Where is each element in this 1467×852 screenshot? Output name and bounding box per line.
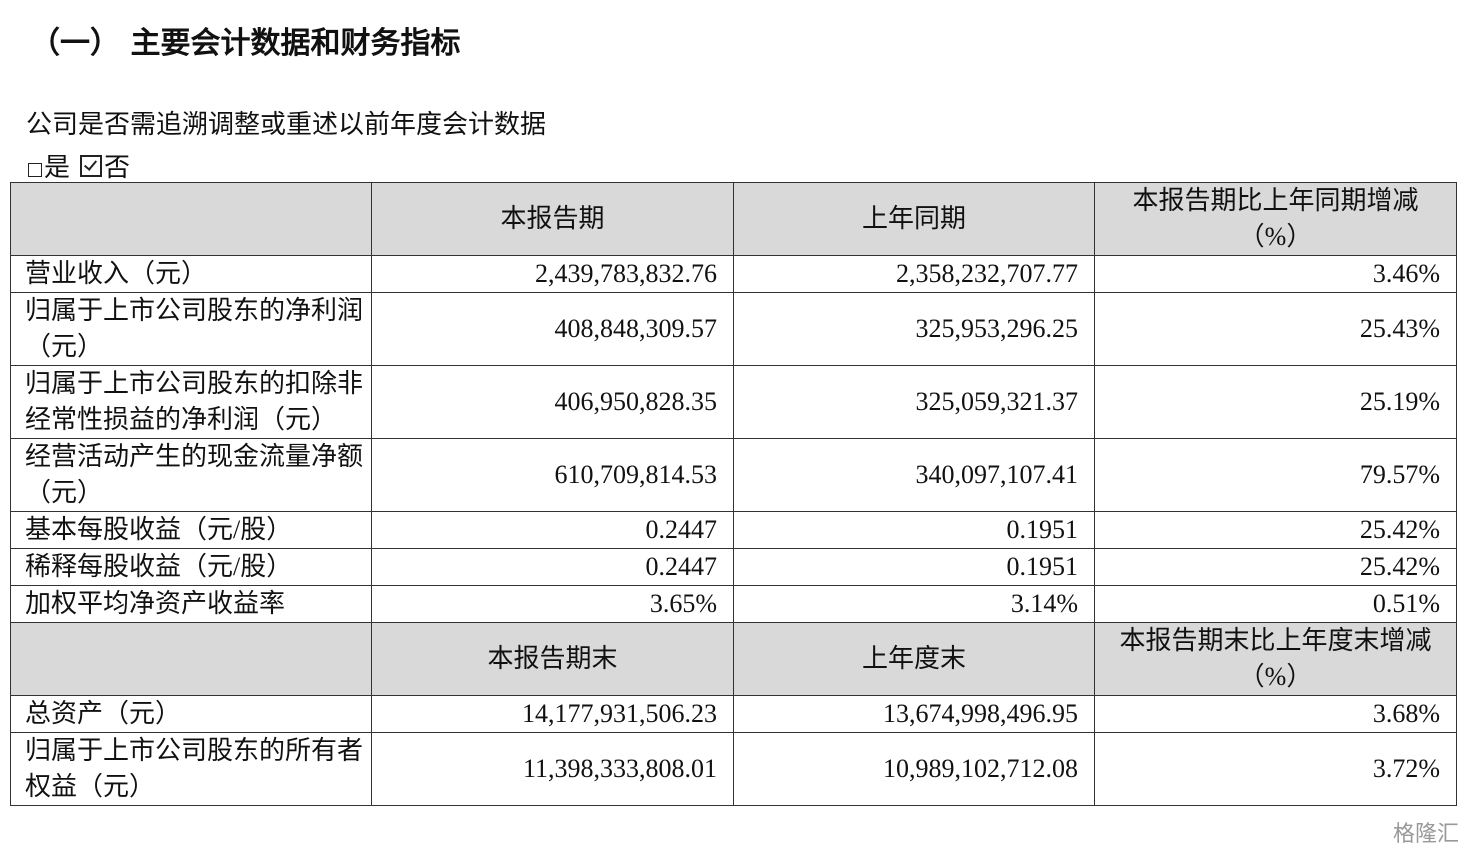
column-header: 本报告期 [500,204,605,233]
checkbox-empty [28,162,42,177]
option: 否 [104,153,131,182]
header-cell: 上年同期 [733,182,1095,256]
data-row: 经营活动产生的现金流量净额（元） 610,709,814.53 340,097,10… [10,438,1457,512]
cell-value: 610,709,814.53 [371,438,734,512]
column-header: 本报告期末 [487,644,618,673]
data-row: 归属于上市公司股东的所有者权益（元） 11,398,333,808.01 10,98… [10,732,1457,806]
row-label: 加权平均净资产收益率 [10,585,372,623]
cell-value: 79.57% [1094,438,1457,512]
row-label: 基本每股收益（元/股） [10,511,372,549]
data-row: 归属于上市公司股东的扣除非经常性损益的净利润（元） 406,950,828.35 3… [10,365,1457,439]
options: 是 否 [26,147,130,184]
cell-value: 0.1951 [733,548,1095,586]
cell-value: 325,953,296.25 [733,292,1095,366]
cell-value: 11,398,333,808.01 [371,732,734,806]
cell-value: 3.68% [1094,695,1457,733]
data-row: 营业收入（元） 2,439,783,832.76 2,358,232,707.77 3… [10,255,1457,293]
row-label: 经营活动产生的现金流量净额（元） [10,438,372,512]
cell-value: 0.1951 [733,511,1095,549]
column-header: 上年度末 [861,644,966,673]
row-label: 归属于上市公司股东的净利润（元） [10,292,372,366]
cell-value: 14,177,931,506.23 [371,695,734,733]
row-label: 归属于上市公司股东的扣除非经常性损益的净利润（元） [10,365,372,439]
cell-value: 2,439,783,832.76 [371,255,734,293]
cell-value: 3.14% [733,585,1095,623]
option: 是 [44,153,71,182]
row-label: 归属于上市公司股东的所有者权益（元） [10,732,372,806]
financial-table: 本报告期 上年同期 本报告期比上年同期增减（%） 营业收入（元） 2,439,783,8… [10,182,1457,806]
cell-value: 0.2447 [371,511,734,549]
column-header: 本报告期比上年同期增减（%） [1132,186,1419,251]
header-cell: 上年度末 [733,622,1095,696]
data-row: 加权平均净资产收益率 3.65% 3.14% 0.51% [10,585,1457,623]
cell-value: 2,358,232,707.77 [733,255,1095,293]
checkbox-checked [80,154,103,177]
cell-value: 3.72% [1094,732,1457,806]
cell-value: 340,097,107.41 [733,438,1095,512]
cell-value: 325,059,321.37 [733,365,1095,439]
cell-value: 406,950,828.35 [371,365,734,439]
column-header: 上年同期 [861,204,966,233]
header-row: 本报告期末 上年度末 本报告期末比上年度末增减（%） [10,622,1457,696]
header-cell: 本报告期末比上年度末增减（%） [1094,622,1457,696]
header-row: 本报告期 上年同期 本报告期比上年同期增减（%） [10,182,1457,256]
cell-value: 0.51% [1094,585,1457,623]
cell-value: 408,848,309.57 [371,292,734,366]
row-label: 稀释每股收益（元/股） [10,548,372,586]
cell-value: 25.19% [1094,365,1457,439]
cell-value: 3.46% [1094,255,1457,293]
header-cell: 本报告期比上年同期增减（%） [1094,182,1457,256]
header-cell [10,182,372,256]
section-title: （一） 主要会计数据和财务指标 [30,26,461,61]
cell-value: 25.43% [1094,292,1457,366]
column-header: 本报告期末比上年度末增减（%） [1119,626,1432,691]
cell-value: 25.42% [1094,548,1457,586]
cell-value: 25.42% [1094,511,1457,549]
question: 公司是否需追溯调整或重述以前年度会计数据 [26,110,547,139]
watermark: 格隆汇 [1392,816,1459,848]
cell-value: 0.2447 [371,548,734,586]
data-row: 归属于上市公司股东的净利润（元） 408,848,309.57 325,953,29… [10,292,1457,366]
header-cell: 本报告期末 [371,622,734,696]
header-cell: 本报告期 [371,182,734,256]
row-label: 总资产（元） [10,695,372,733]
cell-value: 13,674,998,496.95 [733,695,1095,733]
row-label: 营业收入（元） [10,255,372,293]
cell-value: 10,989,102,712.08 [733,732,1095,806]
data-row: 基本每股收益（元/股） 0.2447 0.1951 25.42% [10,511,1457,549]
data-row: 总资产（元） 14,177,931,506.23 13,674,998,496.95… [10,695,1457,733]
data-row: 稀释每股收益（元/股） 0.2447 0.1951 25.42% [10,548,1457,586]
header-cell [10,622,372,696]
cell-value: 3.65% [371,585,734,623]
